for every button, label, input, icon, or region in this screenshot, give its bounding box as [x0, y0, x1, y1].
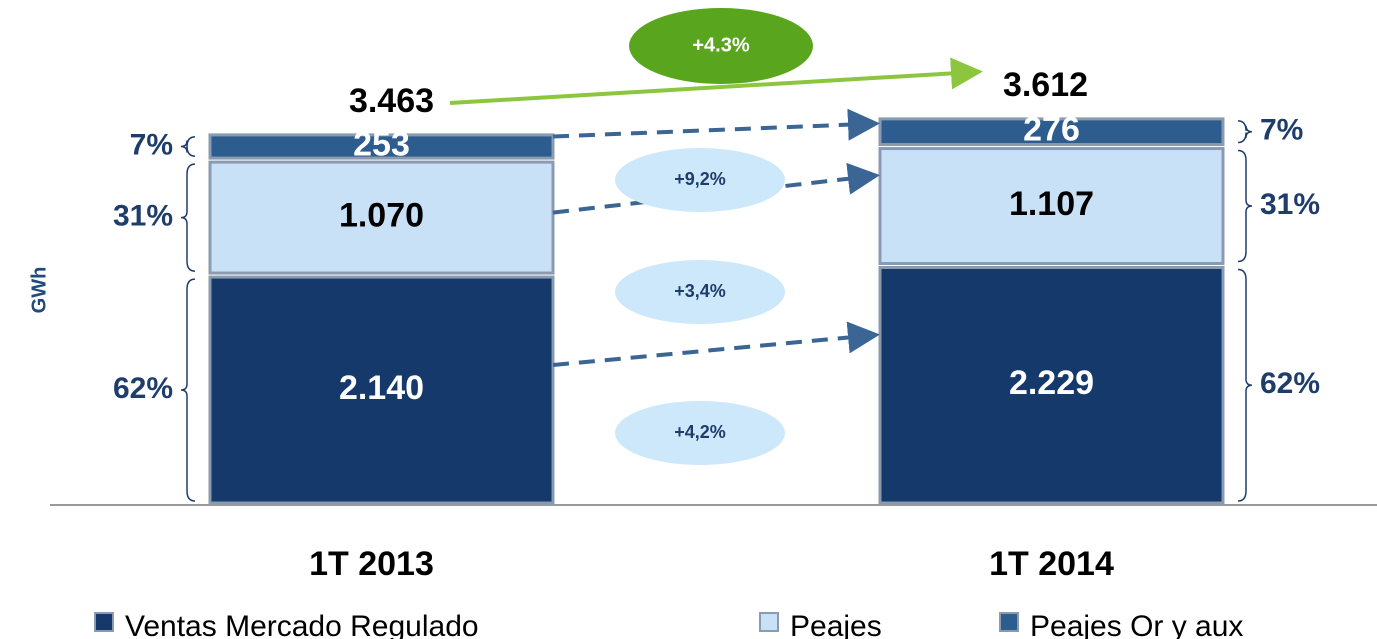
bar-segment	[208, 160, 555, 275]
share-label: 62%	[1260, 367, 1320, 400]
legend-label: Ventas Mercado Regulado	[125, 610, 479, 639]
y-axis-label: GWh	[28, 267, 50, 314]
growth-bubble	[615, 260, 785, 324]
growth-arrow	[552, 108, 880, 141]
total-label: 3.463	[349, 82, 434, 120]
share-label: 31%	[1260, 188, 1320, 221]
total-growth-label: +4.3%	[692, 34, 749, 56]
value-label: 2.229	[1009, 364, 1094, 402]
brace	[180, 163, 196, 272]
x-tick-label: 1T 2014	[989, 545, 1114, 583]
brace	[1237, 120, 1253, 144]
total-arrow	[449, 57, 983, 105]
growth-label: +9,2%	[674, 169, 726, 189]
growth-arrow	[552, 321, 880, 368]
growth-bubble	[615, 148, 785, 212]
share-label: 7%	[130, 128, 173, 161]
share-label: 62%	[113, 372, 173, 405]
legend-swatch	[759, 612, 779, 632]
legend-swatch	[94, 612, 114, 632]
brace	[180, 278, 196, 502]
bar-segment	[208, 275, 555, 505]
x-tick-label: 1T 2013	[309, 545, 434, 583]
total-label: 3.612	[1003, 66, 1088, 104]
legend-label: Peajes	[790, 610, 882, 639]
share-label: 7%	[1260, 114, 1303, 147]
legend-label: Peajes Or y aux	[1030, 610, 1243, 639]
bar-segment	[878, 117, 1225, 147]
total-bubble	[629, 8, 813, 84]
growth-label: +4,2%	[674, 422, 726, 442]
value-label: 2.140	[339, 369, 424, 407]
growth-bubble	[615, 401, 785, 465]
value-label: 1.107	[1009, 185, 1094, 223]
brace	[1237, 268, 1253, 502]
bar-segment	[208, 133, 555, 160]
bar-segment	[878, 266, 1225, 505]
bar-segment	[878, 147, 1225, 266]
brace	[180, 136, 196, 157]
growth-label: +3,4%	[674, 281, 726, 301]
value-label: 253	[353, 125, 410, 163]
brace	[1237, 149, 1253, 263]
legend-swatch	[999, 612, 1019, 632]
value-label: 276	[1023, 111, 1080, 149]
value-label: 1.070	[339, 197, 424, 235]
share-label: 31%	[113, 200, 173, 233]
